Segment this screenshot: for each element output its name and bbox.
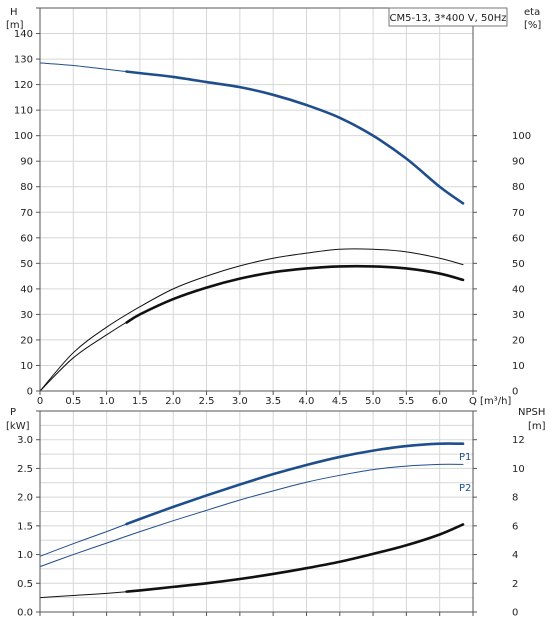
legend-text: CM5-13, 3*400 V, 50Hz bbox=[390, 13, 507, 24]
x-tick-label: 5.5 bbox=[398, 396, 414, 407]
left-tick-label: 90 bbox=[20, 157, 33, 168]
curve-H bbox=[39, 62, 464, 204]
top-plot-frame bbox=[39, 7, 474, 392]
right-tick-label: 2 bbox=[512, 579, 518, 590]
right-tick-label: 20 bbox=[512, 335, 525, 346]
right-tick-label: 40 bbox=[512, 284, 525, 295]
h-axis-unit: [m] bbox=[6, 20, 24, 31]
left-tick-label: 3.0 bbox=[17, 435, 33, 446]
curve-layer bbox=[39, 62, 465, 599]
left-tick-label: 0.0 bbox=[17, 608, 33, 619]
right-tick-label: 0 bbox=[512, 608, 518, 619]
axis-layer: 0102030405060708090100110120130140010203… bbox=[14, 7, 531, 619]
x-tick-label: 2.5 bbox=[199, 396, 215, 407]
curve-NPSH bbox=[39, 523, 464, 599]
right-tick-label: 10 bbox=[512, 361, 525, 372]
left-tick-label: 20 bbox=[20, 335, 33, 346]
x-tick-label: 4.5 bbox=[332, 396, 348, 407]
left-tick-label: 2.0 bbox=[17, 493, 33, 504]
curve-eta-lower-operating-range bbox=[125, 264, 465, 324]
eta-axis-unit: [%] bbox=[524, 20, 541, 31]
legend-box bbox=[388, 7, 508, 27]
left-tick-label: 80 bbox=[20, 182, 33, 193]
left-tick-label: 1.5 bbox=[17, 521, 33, 532]
left-tick-label: 0 bbox=[27, 387, 33, 398]
x-axis-unit-label: Q [m³/h] bbox=[469, 396, 511, 407]
left-tick-label: 60 bbox=[20, 233, 33, 244]
right-tick-label: 80 bbox=[512, 182, 525, 193]
x-tick-label: 1.0 bbox=[99, 396, 115, 407]
bottom-plot-frame bbox=[39, 410, 474, 613]
left-tick-label: 130 bbox=[14, 55, 33, 66]
right-tick-label: 10 bbox=[512, 464, 525, 475]
right-tick-label: 70 bbox=[512, 208, 525, 219]
curve-P1 bbox=[39, 443, 464, 557]
left-tick-label: 1.0 bbox=[17, 550, 33, 561]
left-tick-label: 50 bbox=[20, 259, 33, 270]
right-tick-label: 0 bbox=[512, 387, 518, 398]
x-tick-label: 0.5 bbox=[65, 396, 81, 407]
right-tick-label: 8 bbox=[512, 493, 518, 504]
x-tick-label: 3.5 bbox=[265, 396, 281, 407]
right-tick-label: 4 bbox=[512, 550, 518, 561]
npsh-axis-label: NPSH bbox=[518, 407, 545, 418]
x-tick-label: 2.0 bbox=[165, 396, 181, 407]
p2-curve-label: P2 bbox=[459, 483, 471, 494]
right-tick-label: 30 bbox=[512, 310, 525, 321]
p1-curve-label: P1 bbox=[459, 452, 471, 463]
x-tick-label: 5.0 bbox=[365, 396, 381, 407]
left-tick-label: 0.5 bbox=[17, 579, 33, 590]
x-tick-label: 4.0 bbox=[299, 396, 315, 407]
curve-P2 bbox=[39, 463, 464, 568]
eta-axis-label: eta bbox=[524, 7, 540, 18]
npsh-axis-unit: [m] bbox=[528, 421, 546, 432]
right-tick-label: 50 bbox=[512, 259, 525, 270]
right-tick-label: 6 bbox=[512, 521, 518, 532]
left-tick-label: 140 bbox=[14, 29, 33, 40]
grid-layer bbox=[39, 7, 474, 613]
x-tick-label: 6.0 bbox=[432, 396, 448, 407]
x-tick-label: 1.5 bbox=[132, 396, 148, 407]
left-tick-label: 2.5 bbox=[17, 464, 33, 475]
x-tick-label: 3.0 bbox=[232, 396, 248, 407]
left-tick-label: 40 bbox=[20, 284, 33, 295]
curve-eta-lower bbox=[39, 265, 464, 392]
p-axis-label: P bbox=[10, 407, 16, 418]
curve-eta-upper bbox=[39, 248, 464, 392]
right-tick-label: 60 bbox=[512, 233, 525, 244]
left-tick-label: 10 bbox=[20, 361, 33, 372]
right-tick-label: 12 bbox=[512, 435, 525, 446]
left-tick-label: 120 bbox=[14, 80, 33, 91]
left-tick-label: 70 bbox=[20, 208, 33, 219]
curve-NPSH-operating-range bbox=[125, 523, 465, 593]
left-tick-label: 100 bbox=[14, 131, 33, 142]
h-axis-label: H bbox=[10, 7, 18, 18]
left-tick-label: 30 bbox=[20, 310, 33, 321]
curve-P1-operating-range bbox=[125, 442, 465, 526]
right-tick-label: 90 bbox=[512, 157, 525, 168]
left-tick-label: 110 bbox=[14, 106, 33, 117]
right-tick-label: 100 bbox=[512, 131, 531, 142]
p-axis-unit: [kW] bbox=[6, 421, 30, 432]
x-tick-label: 0 bbox=[37, 396, 43, 407]
curve-H-operating-range bbox=[125, 70, 465, 205]
